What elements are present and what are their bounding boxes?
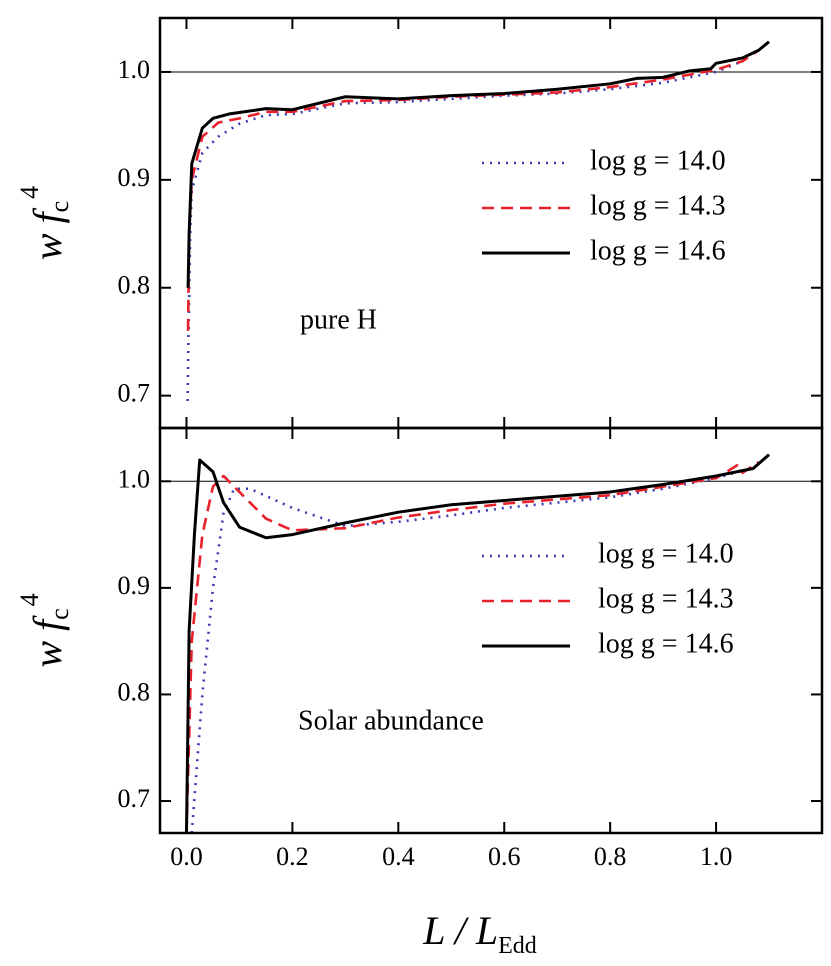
x-tick-label: 0.4 (382, 842, 415, 871)
series-line (186, 40, 770, 288)
x-label-sub: Edd (498, 933, 537, 959)
legend-label: log g = 14.0 (598, 538, 734, 569)
legend-label: log g = 14.3 (598, 583, 734, 614)
y-axis-label: w fc4 (15, 186, 74, 260)
legend-label: log g = 14.0 (590, 145, 726, 176)
y-tick-label: 0.7 (118, 379, 151, 408)
annotation: pure H (300, 304, 377, 335)
y-label-main: w f (25, 207, 70, 260)
legend-label: log g = 14.6 (590, 235, 726, 266)
y-tick-label: 1.0 (118, 464, 151, 493)
y-label-main: w f (25, 615, 70, 668)
series-line (185, 461, 760, 833)
x-tick-label: 0.8 (594, 842, 627, 871)
y-axis-label: w fc4 (15, 593, 74, 667)
y-tick-label: 0.8 (118, 677, 151, 706)
y-tick-label: 0.9 (118, 163, 151, 192)
x-axis-label: L / LEdd (422, 908, 537, 958)
frame (158, 426, 824, 835)
series-line (186, 49, 760, 331)
series-line (184, 453, 771, 833)
x-tick-label: 0.6 (488, 842, 521, 871)
y-tick-label: 1.0 (118, 55, 151, 84)
legend-label: log g = 14.6 (598, 628, 734, 659)
y-label-sub: c (45, 608, 74, 620)
y-label-sup: 4 (15, 593, 44, 606)
x-tick-label: 1.0 (700, 842, 733, 871)
x-label-main: L / L (422, 908, 498, 953)
x-tick-label: 0.0 (170, 842, 203, 871)
y-tick-label: 0.8 (118, 271, 151, 300)
y-tick-label: 0.7 (118, 784, 151, 813)
legend-label: log g = 14.3 (590, 190, 726, 221)
frame (158, 16, 824, 430)
annotation: Solar abundance (298, 705, 484, 736)
x-tick-label: 0.2 (276, 842, 309, 871)
y-tick-label: 0.9 (118, 571, 151, 600)
y-label-sup: 4 (15, 186, 44, 199)
y-label-sub: c (45, 201, 74, 213)
